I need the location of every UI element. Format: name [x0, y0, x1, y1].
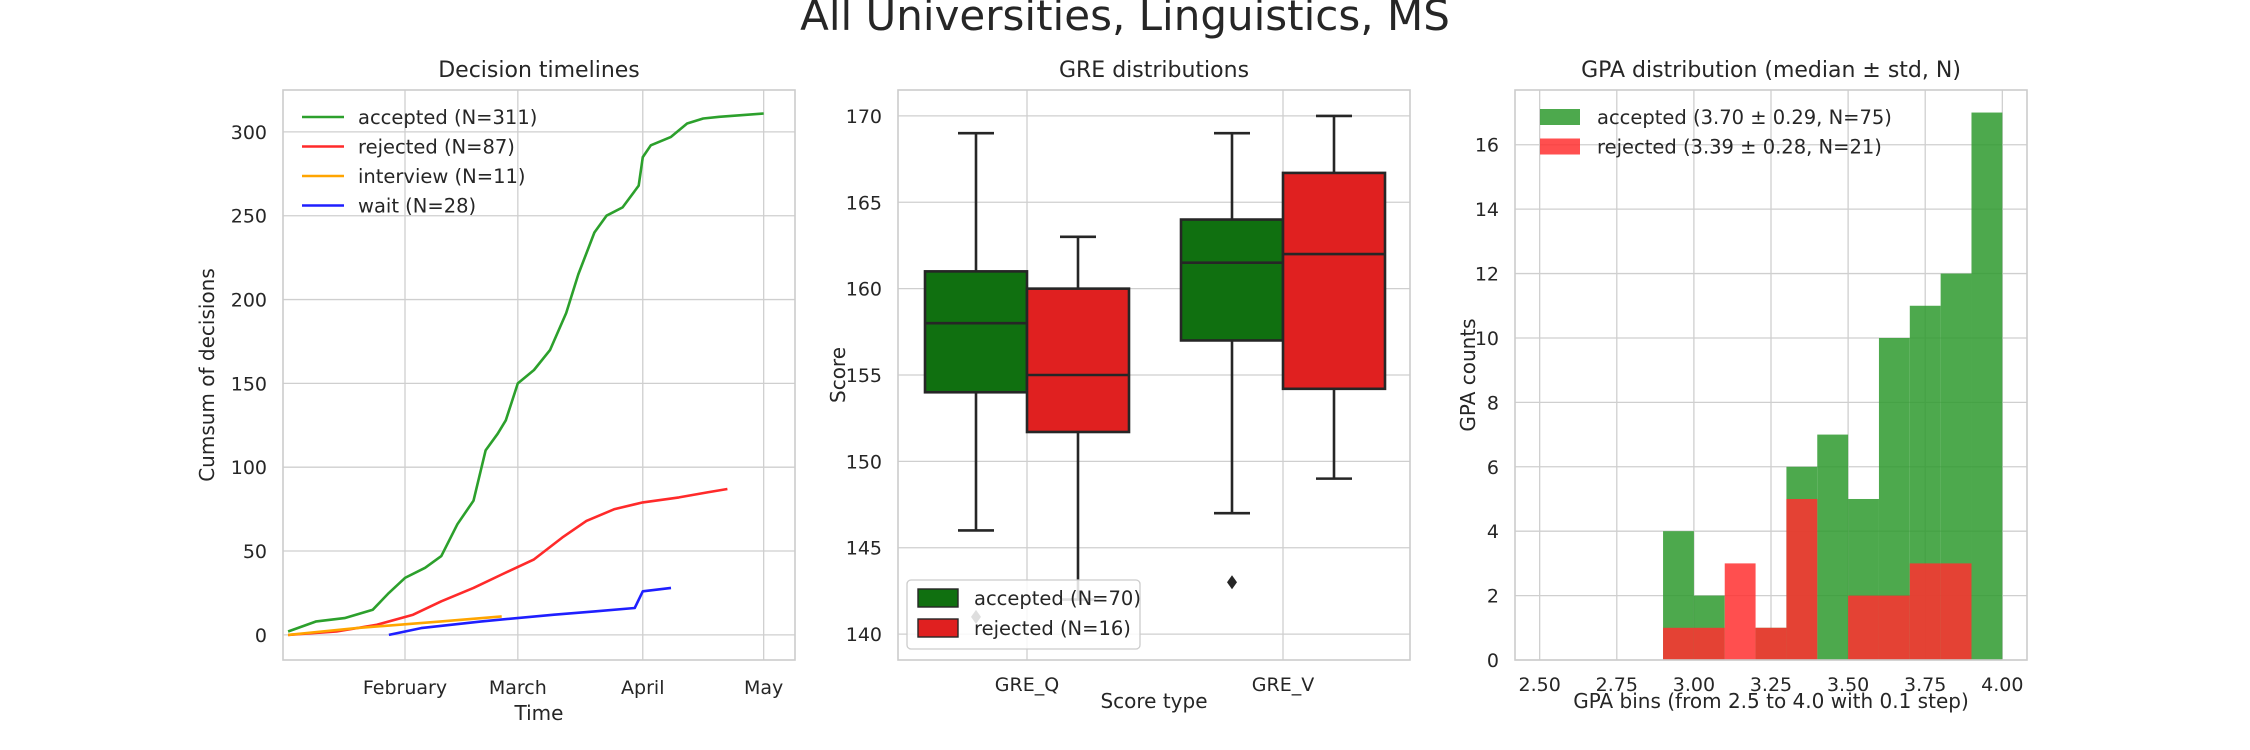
gre-y-tick-label: 160 — [846, 279, 882, 301]
gpa-y-tick-label: 8 — [1487, 392, 1499, 414]
timeline-y-tick-label: 100 — [231, 457, 267, 479]
gre-y-tick-label: 155 — [846, 365, 882, 387]
gre-box-gre_v-rejected — [1281, 114, 1387, 480]
gpa-legend-label: rejected (3.39 ± 0.28, N=21) — [1597, 136, 1882, 159]
gpa-y-tick-label: 14 — [1475, 199, 1499, 221]
timeline-x-tick-label: February — [363, 677, 447, 699]
timeline-series-line-0 — [287, 112, 764, 633]
gre-box-iqr — [1179, 218, 1285, 342]
gpa-y-tick-label: 6 — [1487, 457, 1499, 479]
timeline-y-tick-label: 200 — [231, 290, 267, 312]
gpa-bar-rejected — [1786, 498, 1818, 660]
timeline-legend-label: accepted (N=311) — [358, 106, 537, 129]
gre-frame — [897, 89, 1411, 661]
gpa-legend-swatch — [1540, 109, 1580, 125]
timeline-series-line-1 — [288, 487, 728, 637]
timeline-y-tick-label: 150 — [231, 373, 267, 395]
gpa-title: GPA distribution (median ± std, N) — [1581, 58, 1961, 83]
gpa-x-tick-label: 3.50 — [1827, 674, 1869, 696]
gpa-x-tick-label: 3.75 — [1904, 674, 1946, 696]
gre-x-axis-label: Score type — [1100, 689, 1207, 713]
timeline-series-line-2 — [287, 615, 502, 637]
gpa-bar-rejected — [1724, 563, 1756, 660]
timeline-y-tick-label: 50 — [243, 541, 267, 563]
gre-box-iqr — [1281, 171, 1387, 391]
gpa-bar-rejected — [1909, 563, 1941, 660]
gpa-x-tick-label: 4.00 — [1981, 674, 2023, 696]
gre-x-tick-label: GRE_V — [1252, 674, 1314, 696]
gpa-y-tick-label: 4 — [1487, 521, 1499, 543]
timeline-legend: accepted (N=311) rejected (N=87) interview… — [302, 106, 537, 218]
gre-legend-label: rejected (N=16) — [974, 617, 1131, 640]
timeline-title: Decision timelines — [438, 58, 640, 83]
gre-box-gre_v-accepted — [1179, 131, 1285, 590]
gpa-x-tick-label: 3.00 — [1673, 674, 1715, 696]
gre-legend-swatch — [917, 618, 959, 638]
gpa-x-tick-label: 2.50 — [1519, 674, 1561, 696]
gre-y-tick-label: 150 — [846, 451, 882, 473]
gpa-y-tick-label: 0 — [1487, 650, 1499, 672]
timeline-y-tick-label: 0 — [255, 625, 267, 647]
gre-legend-label: accepted (N=70) — [974, 587, 1141, 610]
gpa-x-tick-label: 3.25 — [1750, 674, 1792, 696]
timeline-x-tick-label: April — [621, 677, 664, 699]
gre-x-tick-label: GRE_Q — [995, 674, 1059, 696]
gpa-y-tick-label: 10 — [1475, 328, 1499, 350]
timeline-chart: 0 50 100 150 200 250 300 February March April May a… — [195, 58, 796, 725]
timeline-x-tick-label: May — [744, 677, 783, 699]
gpa-bar-accepted — [1817, 434, 1849, 660]
gre-y-tick-label: 165 — [846, 192, 882, 214]
gpa-bar-rejected — [1848, 595, 1879, 660]
gpa-x-axis-label: GPA bins (from 2.5 to 4.0 with 0.1 step) — [1573, 689, 1969, 713]
gre-box-chart: 140 145 150 155 160 165 170 GRE_Q GRE_V accepted … — [826, 58, 1411, 713]
gre-legend: accepted (N=70) rejected (N=16) — [906, 579, 1141, 650]
timeline-frame — [282, 89, 796, 661]
gre-legend-swatch — [917, 588, 959, 608]
gpa-bar-rejected — [1878, 595, 1910, 660]
gre-y-axis-label: Score — [826, 347, 850, 403]
gre-y-tick-label: 170 — [846, 106, 882, 128]
gpa-x-tick-label: 2.75 — [1596, 674, 1638, 696]
gpa-histogram-chart: 0 2 4 6 8 10 12 14 16 2.50 2.75 3.00 3.25 3.50 3.75 4.0… — [1456, 58, 2028, 713]
gpa-bar-accepted — [1971, 112, 2003, 661]
gpa-legend: accepted (3.70 ± 0.29, N=75) rejected (3.… — [1540, 106, 1892, 159]
timeline-legend-label: rejected (N=87) — [358, 136, 515, 159]
timeline-y-tick-label: 300 — [231, 122, 267, 144]
gre-box-iqr — [1025, 287, 1131, 434]
gre-title: GRE distributions — [1059, 58, 1249, 83]
figure-suptitle: All Universities, Linguistics, MS — [800, 0, 1450, 40]
timeline-legend-label: interview (N=11) — [358, 165, 526, 188]
gpa-legend-label: accepted (3.70 ± 0.29, N=75) — [1597, 106, 1892, 129]
gpa-y-axis-label: GPA counts — [1456, 318, 1480, 431]
timeline-legend-label: wait (N=28) — [358, 195, 476, 218]
timeline-y-tick-label: 250 — [231, 206, 267, 228]
gre-box-iqr — [923, 270, 1029, 394]
gre-box-gre_q-rejected — [1025, 235, 1131, 601]
gpa-bar-rejected — [1663, 627, 1694, 660]
gpa-bar-rejected — [1693, 627, 1725, 660]
gre-y-tick-label: 140 — [846, 624, 882, 646]
gre-box-gre_q-accepted — [923, 131, 1029, 624]
timeline-y-axis-label: Cumsum of decisions — [195, 268, 219, 482]
gpa-y-tick-label: 12 — [1475, 264, 1499, 286]
gre-y-tick-label: 145 — [846, 538, 882, 560]
timeline-series-line-3 — [388, 586, 672, 637]
timeline-x-tick-label: March — [489, 677, 547, 699]
gpa-y-tick-label: 2 — [1487, 586, 1499, 608]
gpa-bar-rejected — [1755, 627, 1787, 660]
gre-legend-box — [906, 579, 1141, 650]
gpa-bar-rejected — [1940, 563, 1972, 660]
gre-outlier-point — [1227, 575, 1237, 590]
timeline-x-axis-label: Time — [514, 701, 564, 725]
gpa-y-tick-label: 16 — [1475, 135, 1499, 157]
gpa-legend-swatch — [1540, 138, 1580, 155]
gpa-frame — [1514, 89, 2028, 661]
